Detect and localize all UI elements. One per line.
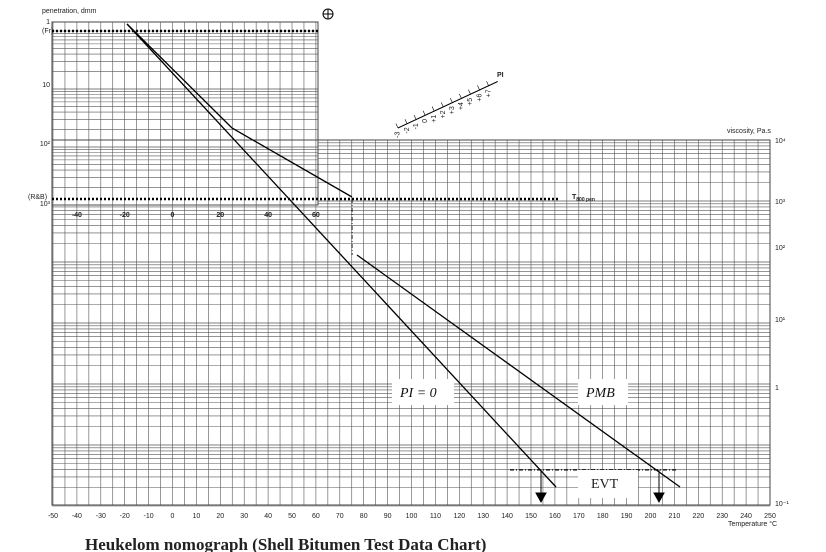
viscosity-tick: 1	[775, 385, 779, 392]
temperature-tick: 100	[406, 513, 418, 520]
temperature-tick: -10	[144, 513, 154, 520]
pi-tick: +5	[467, 98, 474, 106]
pi0-line	[126, 23, 557, 488]
temperature-tick: 160	[549, 513, 561, 520]
pi-tick-mark	[440, 102, 444, 107]
rb-label: (R&B)	[28, 194, 47, 201]
upper-tick: 60	[312, 212, 320, 219]
upper-tick: -40	[72, 212, 82, 219]
temperature-tick: 70	[336, 513, 344, 520]
t800-label: T800 pen	[572, 194, 595, 203]
grid	[51, 21, 771, 507]
temperature-tick: 80	[360, 513, 368, 520]
temperature-tick: 230	[716, 513, 728, 520]
temperature-tick: 130	[477, 513, 489, 520]
viscosity-tick: 10³	[775, 199, 786, 206]
pi-tick: +1	[431, 115, 438, 123]
temperature-tick: 200	[645, 513, 657, 520]
temperature-tick: 210	[669, 513, 681, 520]
temperature-tick: 20	[216, 513, 224, 520]
pi0-annotation: PI = 0	[399, 386, 437, 401]
frame	[51, 139, 771, 506]
temperature-tick: 180	[597, 513, 609, 520]
pi-tick-mark	[413, 114, 417, 120]
viscosity-tick: 10²	[775, 245, 786, 252]
temperature-tick: 40	[264, 513, 272, 520]
caption: Heukelom nomograph (Shell Bitumen Test D…	[85, 535, 486, 552]
penetration-tick: 10	[42, 82, 50, 89]
temperature-tick: 170	[573, 513, 585, 520]
temperature-tick: 10	[193, 513, 201, 520]
label-box	[578, 470, 638, 498]
pi-tick-mark	[486, 81, 489, 86]
temperature-tick: 0	[171, 513, 175, 520]
pi-scale: -3-2-10 +1+2+3+4+5+6+7	[395, 81, 498, 138]
upper-tick: 0	[171, 212, 175, 219]
pi-tick-mark	[431, 106, 435, 112]
label-box	[392, 379, 454, 405]
pi-tick-mark	[395, 123, 399, 129]
temperature-tick: 50	[288, 513, 296, 520]
pi-tick-mark	[404, 119, 408, 124]
temperature-tick: 240	[740, 513, 752, 520]
upper-tick: 20	[216, 212, 224, 219]
temperature-label: Temperature °C	[728, 520, 777, 528]
evt-arrows	[535, 470, 665, 504]
temperature-tick: 190	[621, 513, 633, 520]
penetration-label: penetration, dmm	[42, 8, 97, 15]
temperature-tick: -30	[96, 513, 106, 520]
temperature-tick: 90	[384, 513, 392, 520]
pi-axis	[397, 81, 498, 129]
pi-label: PI	[497, 72, 504, 79]
penetration-tick: 10³	[40, 201, 51, 208]
temperature-tick: 220	[692, 513, 704, 520]
pi-tick: +2	[440, 110, 447, 118]
temperature-tick: 30	[240, 513, 248, 520]
temperature-tick: -50	[48, 513, 58, 520]
upper-tick: -20	[120, 212, 130, 219]
temperature-tick: 250	[764, 513, 776, 520]
pmb-annotation: PMB	[585, 386, 615, 401]
pmb-line	[356, 254, 681, 488]
pi-tick: -3	[395, 132, 402, 138]
temperature-tick: -20	[120, 513, 130, 520]
pi-tick: +7	[485, 89, 492, 97]
penetration-tick: 10²	[40, 141, 51, 148]
pi-tick: +3	[449, 106, 456, 114]
viscosity-label: viscosity, Pa.s	[727, 128, 771, 135]
temperature-tick: 140	[501, 513, 513, 520]
evt-annotation: EVT	[591, 477, 619, 492]
pi-tick: +4	[458, 102, 465, 110]
pi-tick: +6	[476, 93, 483, 101]
upper-grid-bg	[51, 21, 319, 206]
pi-tick: -1	[413, 123, 420, 129]
fr-label: (Fr)	[42, 28, 53, 35]
temperature-tick: 110	[430, 513, 441, 520]
penetration-tick: 1	[46, 19, 50, 26]
pi-tick: -2	[404, 127, 411, 133]
pi-tick-mark	[468, 89, 471, 95]
viscosity-tick: 10⁴	[775, 138, 786, 145]
crosshair-icon	[323, 9, 333, 19]
label-box	[578, 379, 628, 405]
pi-tick-mark	[477, 85, 480, 91]
temperature-tick: 60	[312, 513, 320, 520]
temperature-tick: -40	[72, 513, 82, 520]
pi-tick-mark	[422, 110, 426, 116]
temperature-tick: 150	[525, 513, 537, 520]
upper-tick: 40	[264, 212, 272, 219]
temperature-tick: 120	[453, 513, 465, 520]
pmb-line	[126, 23, 353, 198]
pi-tick-mark	[449, 97, 453, 103]
viscosity-tick: 10⁻¹	[775, 501, 789, 508]
pi-tick: 0	[422, 119, 429, 123]
viscosity-tick: 10¹	[775, 317, 786, 324]
pi-tick-mark	[459, 93, 462, 99]
